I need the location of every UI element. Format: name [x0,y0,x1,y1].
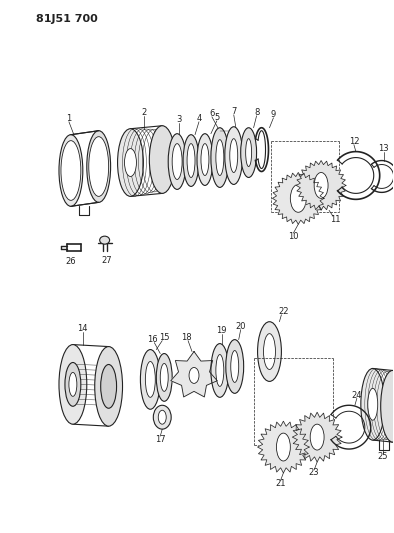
Ellipse shape [101,365,117,408]
Text: 6: 6 [209,109,215,118]
Ellipse shape [381,370,394,442]
Text: 5: 5 [214,114,219,122]
Ellipse shape [211,128,229,188]
Ellipse shape [277,433,290,461]
Ellipse shape [145,361,155,397]
Text: 11: 11 [330,215,340,224]
Text: 1: 1 [66,114,72,123]
Ellipse shape [153,405,171,429]
Text: 19: 19 [217,326,227,335]
Text: 81J51 700: 81J51 700 [36,14,98,25]
Ellipse shape [95,346,123,426]
Ellipse shape [226,340,243,393]
Ellipse shape [197,134,213,185]
Ellipse shape [189,367,199,383]
Ellipse shape [61,141,81,200]
Text: 27: 27 [101,255,112,264]
Ellipse shape [241,128,256,177]
Polygon shape [296,160,346,211]
Text: 20: 20 [236,322,246,331]
Ellipse shape [245,139,252,166]
Ellipse shape [211,344,229,397]
Text: 2: 2 [142,108,147,117]
Polygon shape [292,412,342,462]
Text: 23: 23 [309,469,320,478]
Ellipse shape [172,144,182,180]
Ellipse shape [314,173,328,198]
Text: 24: 24 [351,391,362,400]
Ellipse shape [160,364,168,391]
Ellipse shape [231,351,239,382]
Ellipse shape [149,126,175,193]
Ellipse shape [258,322,281,382]
Text: 9: 9 [271,110,276,119]
Ellipse shape [156,353,172,401]
Text: 8: 8 [254,108,259,117]
Text: 4: 4 [196,114,202,123]
Ellipse shape [290,184,306,212]
Text: 17: 17 [155,434,165,443]
Text: 21: 21 [275,479,286,488]
Ellipse shape [168,134,186,189]
Text: 13: 13 [378,144,389,153]
Ellipse shape [368,389,378,420]
Ellipse shape [187,144,195,177]
Ellipse shape [264,334,275,369]
Ellipse shape [225,127,243,184]
Ellipse shape [69,373,77,397]
Text: 7: 7 [231,107,236,116]
Ellipse shape [87,131,111,203]
Ellipse shape [125,149,136,176]
Ellipse shape [100,236,110,244]
Text: 26: 26 [65,256,76,265]
Ellipse shape [140,350,160,409]
Ellipse shape [158,410,166,424]
Text: 14: 14 [78,324,88,333]
Ellipse shape [59,135,83,206]
Text: 18: 18 [181,333,191,342]
Ellipse shape [230,139,238,173]
Ellipse shape [310,424,324,450]
Text: 10: 10 [288,232,299,241]
Ellipse shape [59,345,87,424]
Text: 3: 3 [177,115,182,124]
Text: 25: 25 [377,451,388,461]
Ellipse shape [183,135,199,187]
Ellipse shape [361,368,385,440]
Ellipse shape [117,129,143,196]
Text: 16: 16 [147,335,158,344]
Ellipse shape [201,144,209,175]
Text: 22: 22 [278,307,289,316]
Ellipse shape [216,354,224,386]
Polygon shape [258,421,309,473]
Text: 12: 12 [349,137,359,146]
Ellipse shape [89,136,109,196]
Text: 15: 15 [159,333,169,342]
Ellipse shape [216,140,224,175]
Polygon shape [273,173,324,224]
Ellipse shape [65,362,81,406]
Polygon shape [171,352,217,397]
